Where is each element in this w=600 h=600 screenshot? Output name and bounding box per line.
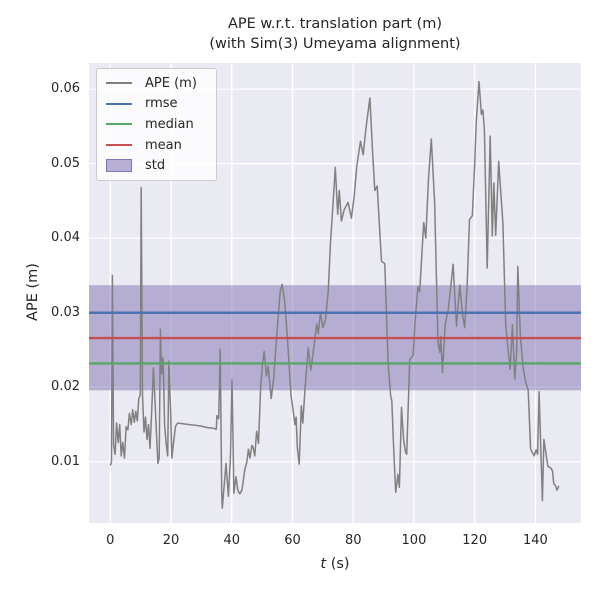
legend-line-swatch (106, 144, 132, 147)
chart-title: APE w.r.t. translation part (m) (with Si… (89, 14, 581, 54)
legend: APE (m) rmse median mean std (96, 68, 217, 181)
legend-line-swatch (106, 82, 132, 85)
chart-title-line2: (with Sim(3) Umeyama alignment) (209, 36, 461, 52)
x-tick-label: 120 (462, 533, 488, 548)
legend-line-swatch (106, 123, 132, 126)
x-tick-label: 60 (284, 533, 301, 548)
legend-label: rmse (145, 96, 178, 112)
x-axis-label-unit: (s) (326, 556, 350, 572)
chart-title-line1: APE w.r.t. translation part (m) (227, 16, 443, 32)
ape-line (109, 80, 560, 509)
y-tick-label: 0.01 (51, 453, 80, 469)
legend-item-std: std (106, 157, 207, 175)
legend-line-swatch (106, 102, 132, 105)
legend-label: median (145, 116, 194, 132)
legend-label: std (145, 158, 166, 174)
x-axis-label: t (s) (89, 556, 581, 572)
legend-item-rmse: rmse (106, 95, 207, 113)
x-tick-label: 0 (106, 533, 115, 548)
y-tick-label: 0.02 (51, 379, 80, 395)
legend-item-apem: APE (m) (106, 74, 207, 92)
y-tick-label: 0.03 (51, 304, 80, 320)
x-tick-label: 140 (523, 533, 548, 548)
y-tick-label: 0.04 (51, 230, 80, 246)
legend-patch-swatch (106, 159, 132, 173)
x-tick-label: 40 (223, 533, 240, 548)
legend-label: APE (m) (145, 75, 197, 91)
legend-item-mean: mean (106, 136, 207, 154)
legend-item-median: median (106, 115, 207, 133)
legend-label: mean (145, 137, 182, 153)
x-axis-label-symbol: t (320, 556, 327, 572)
y-tick-label: 0.06 (51, 81, 80, 97)
x-tick-label: 20 (162, 533, 180, 548)
x-tick-label: 100 (401, 533, 427, 548)
x-tick-label: 80 (344, 533, 362, 548)
y-tick-label: 0.05 (51, 155, 80, 171)
